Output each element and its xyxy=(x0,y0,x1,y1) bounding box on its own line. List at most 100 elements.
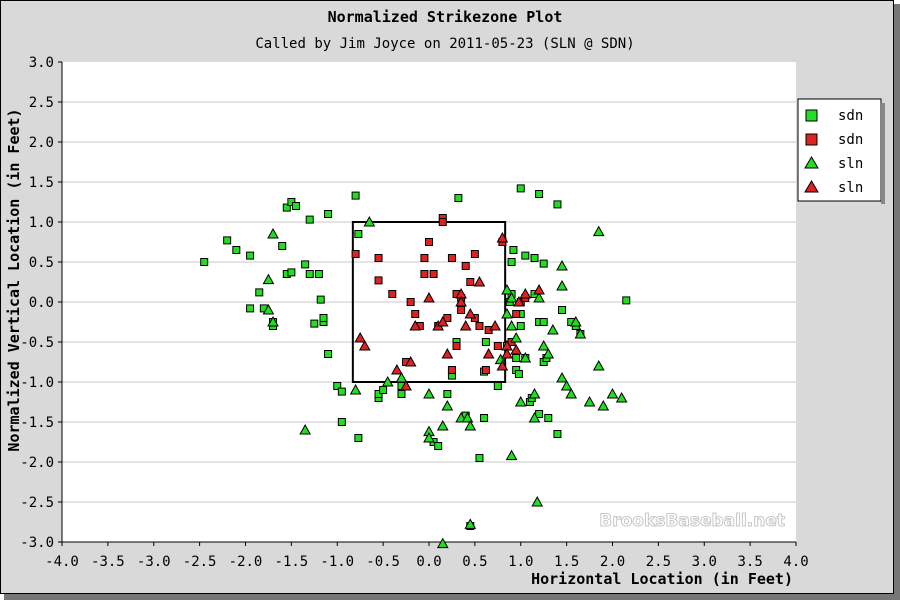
x-tick-label: 2.5 xyxy=(646,554,671,570)
data-point-sln-triangle xyxy=(574,327,587,339)
legend-shadow xyxy=(881,103,885,204)
data-point-sdn-square xyxy=(544,414,553,422)
data-point-sdn-square xyxy=(514,370,523,378)
frame-shadow-bottom xyxy=(4,594,900,600)
data-point-sln-triangle xyxy=(556,279,568,291)
x-tick-label: -3.0 xyxy=(137,554,171,570)
data-point-sln-triangle xyxy=(354,331,367,343)
data-point-sln-triangle xyxy=(510,343,523,355)
y-tick-label: 2.5 xyxy=(29,95,54,111)
data-point-sln-triangle xyxy=(267,315,279,327)
legend-label: sdn xyxy=(838,132,863,148)
data-point-sdn-square xyxy=(374,254,383,262)
data-point-sdn-square xyxy=(411,310,420,318)
y-tick-label: 1.5 xyxy=(29,175,54,191)
y-tick-label: -0.5 xyxy=(20,335,54,351)
data-point-sdn-square xyxy=(305,215,314,224)
data-point-sdn-square xyxy=(512,310,521,318)
data-point-sdn-square xyxy=(223,236,232,245)
data-point-sdn-square xyxy=(246,304,255,313)
data-point-sln-triangle xyxy=(597,399,610,411)
data-point-sln-triangle xyxy=(556,371,568,383)
data-point-sln-triangle xyxy=(531,495,544,507)
x-tick-label: -1.5 xyxy=(275,554,309,570)
data-point-sdn-square xyxy=(305,270,314,278)
data-point-sdn-square xyxy=(558,306,567,314)
data-point-sdn-square xyxy=(493,382,502,390)
data-point-sln-triangle xyxy=(528,387,541,399)
watermark: BrooksBaseball.net xyxy=(599,511,785,531)
x-tick-label: -1.0 xyxy=(320,554,354,570)
data-point-sdn-square xyxy=(457,306,466,314)
legend: sdn sdn sln sln xyxy=(797,98,885,204)
y-tick-label: -1.0 xyxy=(20,375,54,391)
data-point-sdn-square xyxy=(454,194,463,202)
data-point-sdn-square xyxy=(420,270,429,278)
data-point-sln-triangle xyxy=(423,387,435,399)
data-point-sln-triangle xyxy=(423,291,435,303)
x-tick-label: 0.5 xyxy=(462,554,487,570)
data-point-sln-triangle xyxy=(606,387,619,399)
data-point-sln-triangle xyxy=(569,315,582,327)
x-tick-label: -4.0 xyxy=(45,554,79,570)
data-point-sdn-square xyxy=(512,354,521,362)
data-point-sdn-square xyxy=(443,390,452,398)
data-point-sln-triangle xyxy=(489,319,501,331)
y-tick-label: -2.5 xyxy=(20,495,54,511)
data-point-sdn-square xyxy=(470,250,479,258)
data-point-sln-triangle xyxy=(519,287,532,299)
data-point-sln-triangle xyxy=(565,387,578,399)
data-point-sdn-square xyxy=(481,338,490,346)
legend-marker xyxy=(804,180,819,193)
data-point-sdn-square xyxy=(429,270,438,278)
data-point-sln-triangle xyxy=(547,323,559,335)
data-point-sln-triangle xyxy=(461,411,474,423)
x-tick-label: -2.0 xyxy=(229,554,263,570)
data-point-sln-triangle xyxy=(505,291,518,303)
data-point-sdn-square xyxy=(406,298,415,306)
x-tick-label: 0.0 xyxy=(416,554,441,570)
data-point-sdn-square xyxy=(282,203,291,212)
y-tick-label: 0.0 xyxy=(29,295,54,311)
legend-items: sdn sdn sln sln xyxy=(804,108,863,196)
data-point-sln-triangle xyxy=(542,347,555,359)
data-point-sln-triangle xyxy=(464,518,477,529)
data-point-sdn-square xyxy=(333,382,342,390)
data-point-sdn-square xyxy=(452,342,461,350)
chart-title: Normalized Strikezone Plot xyxy=(328,8,563,26)
data-point-sln-triangle xyxy=(501,283,513,295)
x-axis-label: Horizontal Location (in Feet) xyxy=(531,570,793,588)
data-point-sdn-square xyxy=(425,238,433,246)
data-point-sdn-square xyxy=(521,251,530,260)
data-point-sdn-square xyxy=(324,210,333,218)
data-point-sdn-square xyxy=(310,319,319,328)
data-point-sln-triangle xyxy=(496,359,509,371)
data-point-sdn-square xyxy=(337,387,346,396)
data-point-sdn-square xyxy=(553,430,562,438)
x-tick-label: -0.5 xyxy=(366,554,400,570)
data-point-sdn-square xyxy=(530,254,539,262)
data-point-sln-triangle xyxy=(519,351,532,363)
y-axis-ticks: 3.0 2.5 2.0 1.5 1.0 0.5 0.0 -0.5 -1.0 -1.5 -2.0 -2.… xyxy=(20,55,62,551)
data-point-sdn-square xyxy=(447,366,456,374)
data-point-sln-triangle xyxy=(262,303,275,315)
data-point-sln-triangle xyxy=(501,347,513,359)
data-point-sln-triangle xyxy=(592,225,605,237)
data-point-sln-triangle xyxy=(441,399,454,411)
data-point-sln-triangle xyxy=(267,227,279,239)
data-point-sdn-square xyxy=(539,259,548,268)
data-point-sln-triangle xyxy=(455,295,467,307)
y-tick-label: -2.0 xyxy=(20,455,54,471)
data-point-sdn-square xyxy=(374,276,383,285)
data-point-sdn-square xyxy=(480,414,489,422)
x-tick-label: 2.0 xyxy=(600,554,625,570)
data-point-sln-triangle xyxy=(349,383,362,395)
data-point-sdn-square xyxy=(622,296,631,305)
data-point-sdn-square xyxy=(246,251,255,260)
data-point-sln-triangle xyxy=(436,537,449,549)
legend-marker xyxy=(805,109,818,122)
data-point-sdn-square xyxy=(461,262,470,270)
data-point-sdn-square xyxy=(301,260,310,269)
data-point-sln-triangle xyxy=(482,347,495,359)
